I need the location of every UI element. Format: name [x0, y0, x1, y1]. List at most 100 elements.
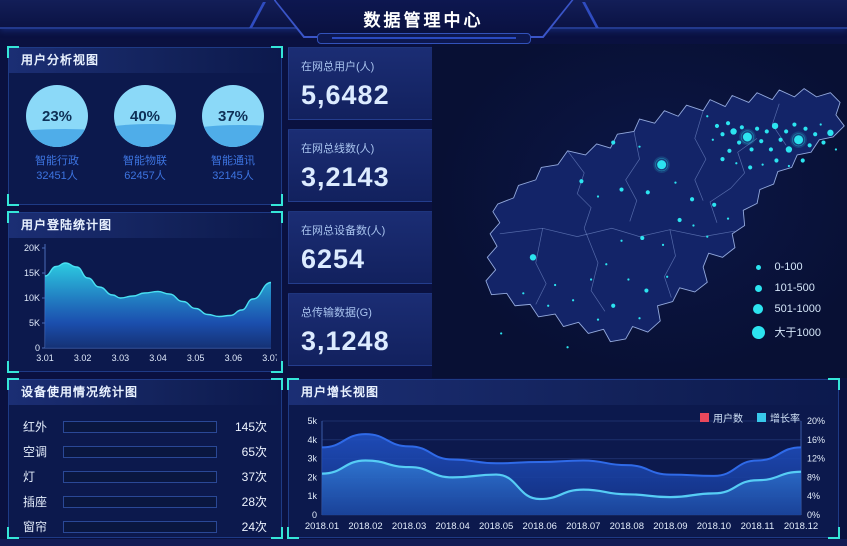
map-data-dot: [742, 132, 752, 142]
liquid-gauge: 23% 智能行政 32451人: [15, 85, 99, 184]
svg-text:12%: 12%: [807, 454, 825, 464]
svg-text:0: 0: [35, 343, 40, 353]
map-data-dot: [554, 283, 557, 287]
map-data-dot: [689, 197, 695, 202]
device-value: 37次: [241, 470, 267, 484]
svg-text:2k: 2k: [307, 472, 317, 482]
map-legend-dot: [754, 284, 762, 292]
map-data-dot: [500, 332, 503, 335]
stat-card: 总传输数据(G) 3,1248: [288, 293, 435, 366]
map-legend-item[interactable]: 0-100: [751, 261, 822, 273]
gauge-label: 智能通讯 32145人: [211, 155, 255, 182]
map-data-dot: [596, 318, 600, 321]
svg-text:3.05: 3.05: [187, 353, 205, 363]
region-map: 0-100 101-500 501-1000 大于1000: [432, 44, 847, 378]
map-data-dot: [712, 202, 717, 207]
liquid-gauges: 23% 智能行政 32451人 40% 智能物联 62457人 37% 智能通讯 32145人: [9, 73, 281, 184]
stat-card: 在网总用户(人) 5,6482: [288, 47, 435, 120]
map-legend-dot: [751, 325, 765, 339]
svg-text:2018.03: 2018.03: [392, 521, 426, 532]
svg-text:3.03: 3.03: [112, 353, 130, 363]
svg-text:3.01: 3.01: [36, 353, 54, 363]
stat-value: 3,2143: [301, 162, 390, 192]
svg-text:3k: 3k: [307, 454, 317, 464]
stat-label: 在网总线数(人): [301, 143, 375, 155]
map-data-dot: [661, 243, 665, 246]
svg-text:3.06: 3.06: [225, 353, 243, 363]
svg-text:2018.08: 2018.08: [610, 521, 644, 532]
gauge-percent: 40%: [129, 107, 161, 125]
device-value: 28次: [241, 495, 267, 509]
svg-text:20K: 20K: [24, 243, 40, 253]
gauge-label: 智能物联 62457人: [123, 155, 167, 182]
map-data-dot: [759, 139, 764, 144]
device-bar-track: [63, 520, 217, 533]
svg-text:20%: 20%: [807, 416, 825, 426]
map-data-dot: [611, 140, 616, 145]
device-value: 65次: [241, 445, 267, 459]
svg-text:4%: 4%: [807, 491, 820, 501]
map-data-dot: [666, 275, 669, 278]
svg-text:2018.10: 2018.10: [697, 521, 731, 532]
stat-value: 5,6482: [301, 80, 390, 110]
device-value: 145次: [234, 420, 267, 434]
map-data-dot: [778, 137, 783, 142]
map-data-dot: [706, 235, 709, 238]
map-data-dot: [657, 160, 667, 170]
map-data-dot: [768, 147, 773, 152]
map-legend-item[interactable]: 大于1000: [751, 324, 822, 340]
stat-label: 在网总用户(人): [301, 61, 375, 73]
map-data-dot: [566, 346, 569, 349]
gauge-wave: [26, 129, 88, 147]
gauge-bubble: 23%: [26, 85, 88, 147]
legend-label: 增长率: [770, 414, 800, 425]
device-bar-track: [63, 420, 217, 433]
map-data-dot: [620, 239, 623, 242]
map-data-dot: [726, 217, 730, 220]
legend-item[interactable]: 增长率: [757, 410, 800, 425]
header: 数据管理中心: [0, 0, 847, 44]
map-data-dot: [774, 158, 779, 163]
map-legend-item[interactable]: 101-500: [751, 282, 822, 294]
map-legend-item[interactable]: 501-1000: [751, 303, 821, 315]
map-data-dot: [579, 179, 584, 184]
map-data-dot: [771, 122, 779, 130]
map-data-dot: [589, 278, 593, 281]
stat-card: 在网总线数(人) 3,2143: [288, 129, 435, 202]
title-underline: [316, 33, 531, 44]
map-data-dot: [834, 148, 838, 151]
panel-device-usage: 设备使用情况统计图 红外 145次 空调 65次灯 37次 插座 28次 窗帘 24次: [7, 378, 283, 539]
map-legend-dot: [755, 264, 761, 270]
svg-text:2018.11: 2018.11: [741, 521, 775, 532]
device-label: 红外: [23, 420, 48, 434]
map-legend-label: 101-500: [774, 282, 815, 294]
gauge-percent: 37%: [217, 107, 249, 125]
map-data-dot: [627, 278, 630, 281]
gauge-bubble: 37%: [202, 85, 264, 147]
stat-label: 总传输数据(G): [301, 307, 372, 319]
device-bar-track: [63, 495, 217, 508]
device-bar-row: 红外 145次: [23, 414, 267, 439]
svg-text:3.02: 3.02: [74, 353, 92, 363]
panel-title: 用户登陆统计图: [9, 213, 281, 238]
map-data-dot: [596, 195, 600, 198]
map-data-dot: [677, 217, 682, 223]
map-data-dot: [737, 140, 742, 145]
panel-user-analysis: 用户分析视图 23% 智能行政 32451人 40% 智能物联 62457人 37% 智能通讯…: [7, 46, 283, 206]
device-value: 24次: [241, 520, 267, 534]
map-data-dot: [749, 147, 754, 152]
legend-item[interactable]: 用户数: [700, 410, 743, 425]
map-data-dot: [619, 187, 624, 192]
map-legend-label: 大于1000: [774, 327, 821, 339]
map-data-dot: [674, 181, 677, 184]
map-data-dot: [784, 129, 789, 134]
map-data-dot: [725, 121, 731, 126]
liquid-gauge: 40% 智能物联 62457人: [103, 85, 187, 184]
legend-swatch: [757, 413, 766, 422]
map-data-dot: [800, 158, 805, 163]
gauge-bubble: 40%: [114, 85, 176, 147]
svg-text:3.04: 3.04: [149, 353, 167, 363]
map-data-dot: [638, 317, 641, 320]
svg-text:5K: 5K: [29, 318, 40, 328]
liquid-gauge: 37% 智能通讯 32145人: [191, 85, 275, 184]
